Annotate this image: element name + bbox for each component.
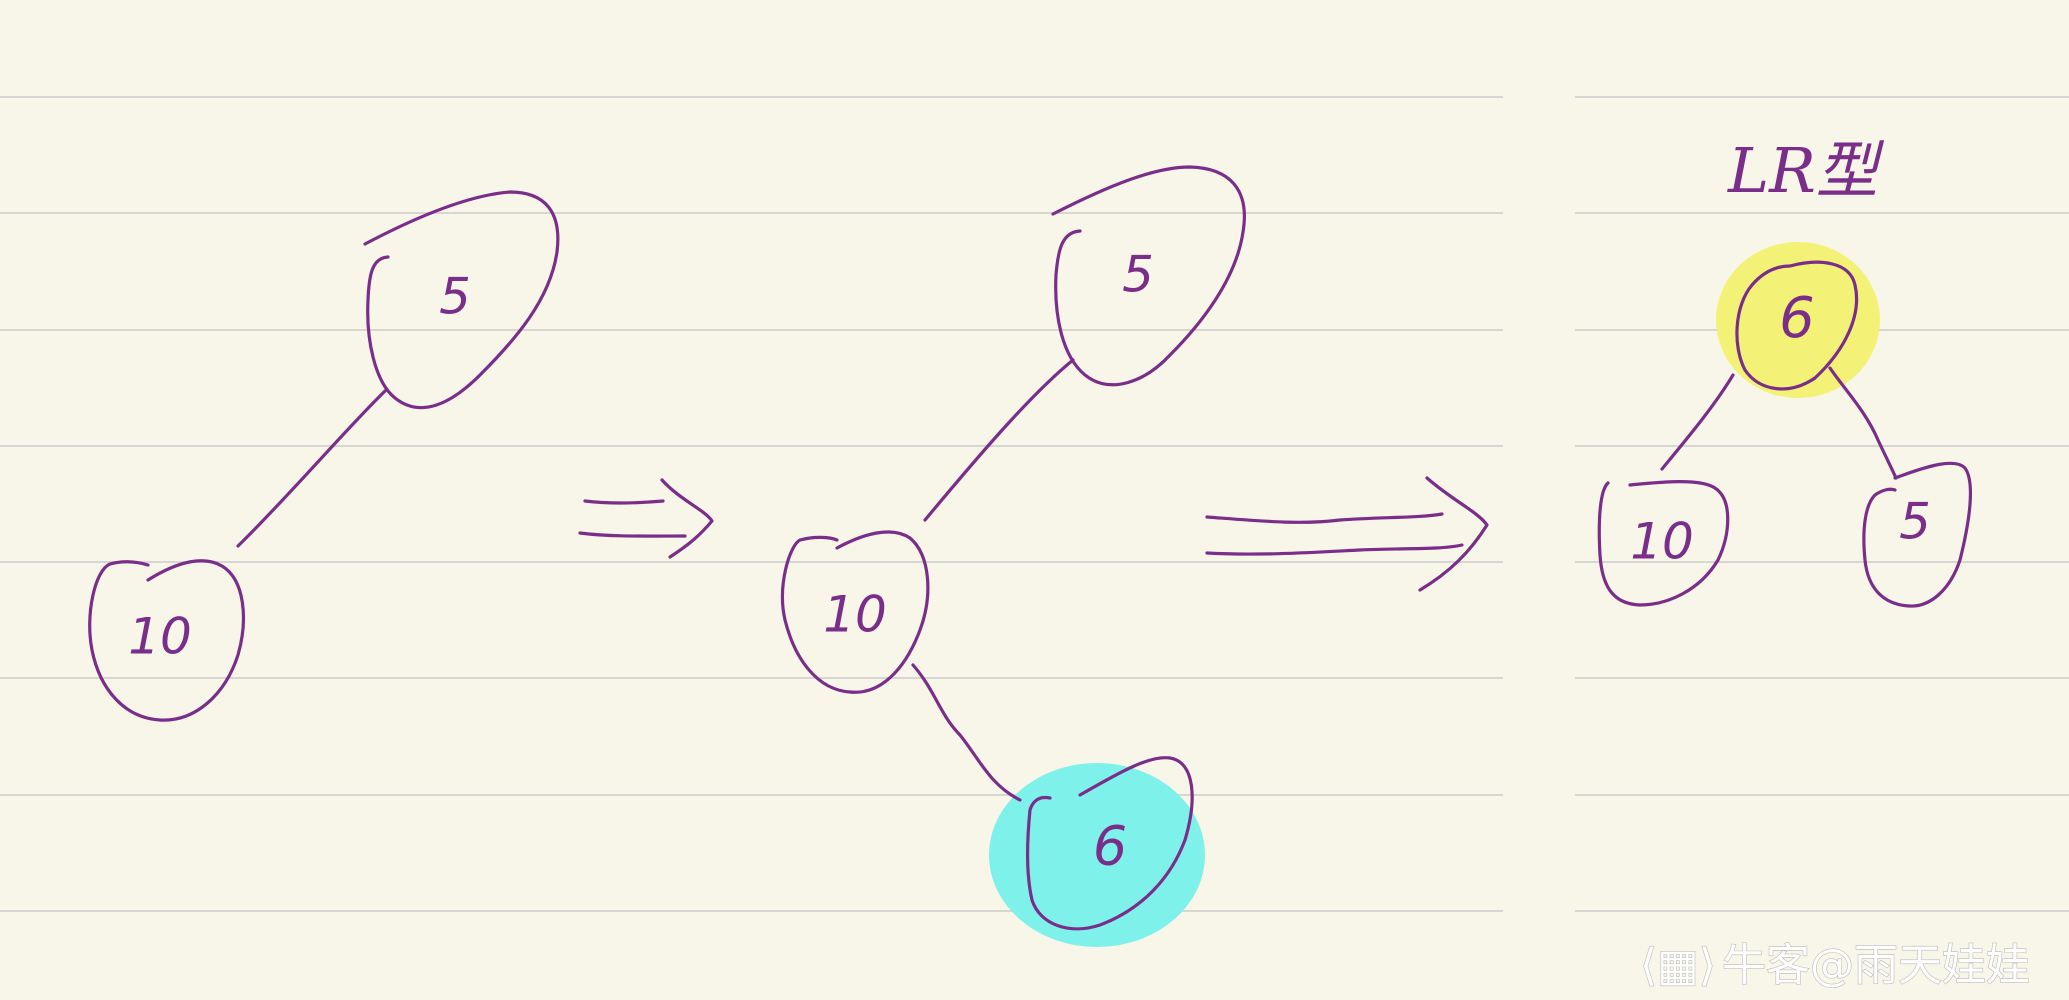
step-1-edge-5-10 [236,389,387,548]
step-3-tree: LR型 6 10 5 [1597,134,1973,608]
arrow-2 [1205,476,1489,592]
step-2-node-5-label: 5 [1122,246,1154,304]
step-3-node-10-label: 10 [1630,513,1694,571]
step-3-node-5 [1862,461,1973,608]
step-2-edge-5-10 [923,358,1075,522]
watermark: ⟨▦⟩ 牛客@雨天娃娃 [1639,939,2030,991]
step-2-node-6 [1026,756,1194,931]
step-1-node-10-label: 10 [128,608,192,666]
step-2-highlight-new-node [989,763,1205,947]
watermark-logo-icon: ⟨▦⟩ [1640,940,1716,991]
step-3-node-10 [1597,480,1730,607]
arrow-1 [578,478,714,559]
step-1-node-5-label: 5 [439,268,471,326]
step-1-tree: 5 10 [88,190,560,722]
step-2-edge-10-6 [911,663,1022,802]
step-3-node-6 [1735,260,1859,391]
step-2-node-10 [780,530,930,694]
step-2-node-10-label: 10 [823,586,887,644]
step-3-node-5-label: 5 [1899,493,1931,551]
step-1-node-10 [88,559,246,722]
watermark-text: 牛客@雨天娃娃 [1722,940,2030,991]
step-1-node-5 [363,190,560,410]
title: LR型 [1727,134,1885,207]
step-2-tree: 5 10 6 [780,165,1246,947]
step-3-node-6-label: 6 [1779,286,1815,351]
step-2-node-5 [1051,165,1246,387]
ruled-lines [0,96,2069,912]
step-3-edge-6-5 [1828,366,1898,480]
step-2-node-6-label: 6 [1093,815,1127,878]
step-3-edge-6-10 [1660,373,1735,471]
